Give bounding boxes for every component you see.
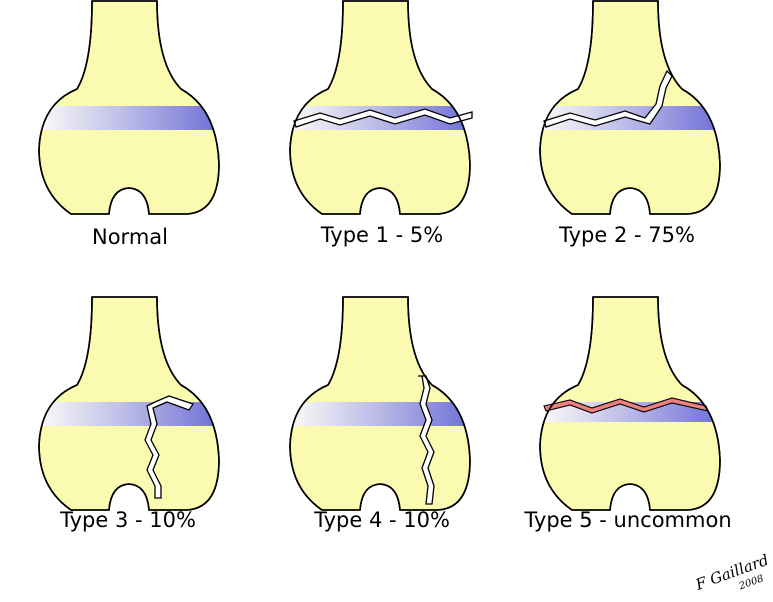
- fracture-line: [418, 375, 435, 505]
- fracture-line: [144, 395, 195, 499]
- label-type-4: Type 4 - 10%: [313, 508, 450, 532]
- label-normal: Normal: [92, 225, 168, 249]
- signature: F Gaillard 2008: [692, 551, 771, 594]
- label-type-2: Type 2 - 75%: [558, 223, 695, 247]
- panel-type-5: [539, 296, 721, 511]
- panel-normal: [38, 0, 220, 215]
- panel-type-1: [289, 0, 473, 215]
- fracture-line: [293, 108, 473, 128]
- growth-plate: [39, 106, 219, 130]
- growth-plate: [290, 402, 470, 426]
- panel-type-4: [289, 296, 471, 511]
- label-type-5: Type 5 - uncommon: [523, 508, 731, 532]
- signature-name: F Gaillard: [692, 551, 771, 594]
- panel-type-2: [539, 0, 721, 215]
- label-type-3: Type 3 - 10%: [59, 508, 196, 532]
- panel-type-3: [38, 296, 220, 511]
- label-type-1: Type 1 - 5%: [320, 223, 444, 247]
- growth-plate: [39, 402, 219, 426]
